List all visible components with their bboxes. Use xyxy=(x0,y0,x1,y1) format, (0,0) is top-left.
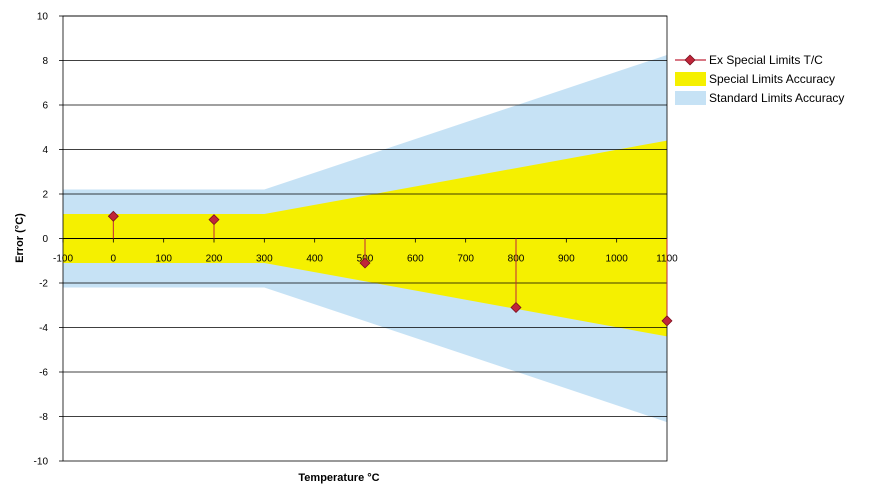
legend-swatch-special xyxy=(675,72,706,86)
legend-label-ex-special: Ex Special Limits T/C xyxy=(709,53,823,67)
x-tick-label: 900 xyxy=(558,254,575,265)
legend-swatch-standard xyxy=(675,91,706,105)
y-tick-label: -8 xyxy=(39,412,48,423)
data-point-marker xyxy=(208,214,220,226)
data-point-marker xyxy=(510,301,522,313)
y-axis-title: Error (°C) xyxy=(14,213,26,263)
y-tick-label: 4 xyxy=(42,145,48,156)
y-tick-label: -4 xyxy=(39,323,48,334)
x-tick-label: 0 xyxy=(111,254,117,265)
y-tick-label: -10 xyxy=(34,457,49,468)
x-tick-label: 200 xyxy=(206,254,223,265)
legend-label-standard: Standard Limits Accuracy xyxy=(709,91,844,105)
y-tick-label: 10 xyxy=(37,12,49,23)
data-point-marker xyxy=(107,210,119,222)
y-tick-label: 6 xyxy=(42,101,48,112)
data-point-marker xyxy=(661,315,673,327)
x-tick-label: 300 xyxy=(256,254,273,265)
x-tick-label: 1000 xyxy=(606,254,629,265)
x-tick-label: 100 xyxy=(155,254,172,265)
x-tick-label: 400 xyxy=(306,254,323,265)
y-tick-labels: 10 8 6 4 2 0 -2 -4 -6 -8 -10 xyxy=(34,12,49,468)
x-tick-label: -100 xyxy=(53,254,73,265)
y-tick-label: -6 xyxy=(39,368,48,379)
y-tick-label: 2 xyxy=(42,190,48,201)
legend-label-special: Special Limits Accuracy xyxy=(709,72,835,86)
data-markers xyxy=(107,210,673,327)
legend: Ex Special Limits T/C Special Limits Acc… xyxy=(675,53,844,105)
y-tick-label: -2 xyxy=(39,279,48,290)
y-tick-label: 0 xyxy=(42,234,48,245)
y-tick-label: 8 xyxy=(42,56,48,67)
x-tick-label: 700 xyxy=(457,254,474,265)
x-tick-label: 600 xyxy=(407,254,424,265)
axes xyxy=(59,15,668,462)
data-point-marker xyxy=(359,257,371,269)
legend-marker-diamond xyxy=(684,54,696,66)
x-axis-title: Temperature °C xyxy=(298,472,379,484)
